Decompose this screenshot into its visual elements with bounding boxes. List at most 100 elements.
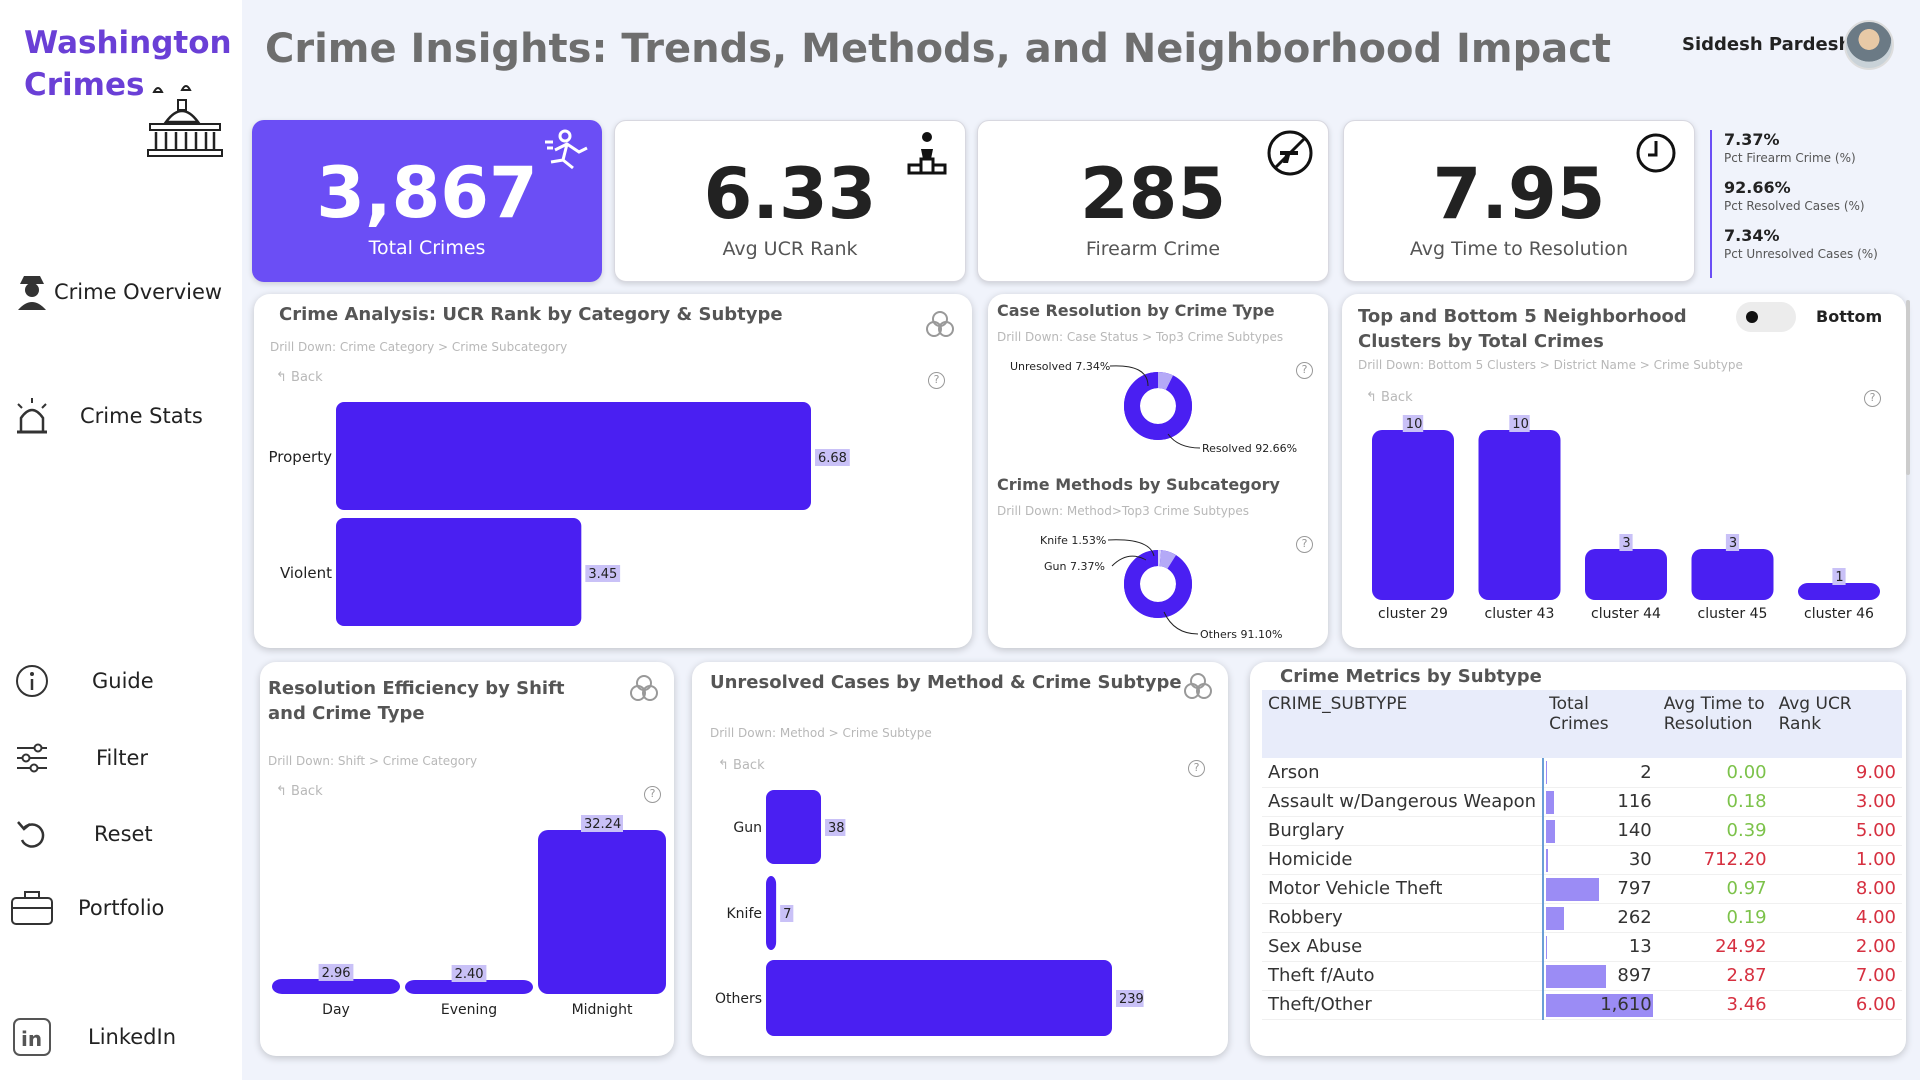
nav-portfolio[interactable]: Portfolio [10,880,238,936]
top-bottom-toggle[interactable] [1736,302,1796,332]
nav-guide-label: Guide [92,669,154,693]
nav-linkedin[interactable]: in LinkedIn [10,1009,238,1065]
nav-crime-stats[interactable]: Crime Stats [10,388,238,444]
methods-donut-slice [1124,550,1192,618]
table-row[interactable]: Homicide 30 712.20 1.00 [1262,845,1902,875]
back-button[interactable]: ↰ Back [718,758,765,773]
panel-title: Unresolved Cases by Method & Crime Subty… [710,672,1182,693]
slice-label: Resolved 92.66% [1202,442,1297,455]
table-row[interactable]: Theft f/Auto 897 2.87 7.00 [1262,961,1902,991]
clock-icon [1636,133,1676,173]
table-row[interactable]: Robbery 262 0.19 4.00 [1262,903,1902,933]
pct-value: 7.37% [1724,130,1780,149]
category-label: cluster 46 [1804,606,1874,622]
panel-title-methods: Crime Methods by Subcategory [997,475,1280,494]
bar [1798,583,1880,600]
drill-mode-icon[interactable] [628,672,660,704]
data-label: 3.45 [588,567,617,582]
cell-avg-time: 712.20 [1657,845,1773,875]
cell-total-value: 1,610 [1600,994,1652,1015]
help-icon[interactable]: ? [1296,362,1313,379]
table-row[interactable]: Sex Abuse 13 24.92 2.00 [1262,932,1902,962]
col-header-total[interactable]: Total Crimes [1543,690,1658,758]
cell-subtype: Homicide [1262,845,1544,875]
pct-value: 92.66% [1724,178,1791,197]
cell-total: 116 [1542,787,1658,817]
info-icon [10,659,54,703]
back-button[interactable]: ↰ Back [1366,390,1413,405]
data-bar [1546,848,1549,872]
panel-title: Crime Metrics by Subtype [1280,666,1542,687]
back-button[interactable]: ↰ Back [276,784,323,799]
leader-line [1167,433,1201,449]
cell-total: 797 [1542,874,1658,904]
table-row[interactable]: Arson 2 0.00 9.00 [1262,758,1902,788]
data-label: 32.24 [584,817,621,832]
help-icon[interactable]: ? [928,372,945,389]
drill-mode-icon[interactable] [924,308,956,340]
cell-total: 2 [1542,758,1658,788]
back-button[interactable]: ↰ Back [276,370,323,385]
resolution-donut-slice [1124,372,1192,440]
kpi-value: 285 [1079,153,1227,235]
nav-crime-overview[interactable]: Crime Overview [10,264,238,320]
data-label: 2.40 [455,967,484,982]
cell-total-value: 262 [1617,907,1652,928]
col-header-avg-ucr[interactable]: Avg UCR Rank [1772,690,1902,758]
col-header-avg-time[interactable]: Avg Time to Resolution [1657,690,1773,758]
table-row[interactable]: Assault w/Dangerous Weapon 116 0.18 3.00 [1262,787,1902,817]
data-bar [1546,935,1547,959]
pct-resolved: 92.66% Pct Resolved Cases (%) [1724,178,1910,226]
cell-avg-time: 0.00 [1657,758,1773,788]
data-label: 3 [1729,536,1737,551]
kpi-total-crimes: 3,867 Total Crimes [252,120,602,282]
nav-reset[interactable]: Reset [10,806,238,862]
leader-line [1111,555,1147,567]
help-icon[interactable]: ? [1296,536,1313,553]
data-label: 6.68 [818,451,847,466]
cell-total-value: 116 [1617,791,1652,812]
user-name: Siddesh Pardeshi [1682,34,1858,55]
avatar[interactable] [1844,20,1894,70]
table-row[interactable]: Motor Vehicle Theft 797 0.97 8.00 [1262,874,1902,904]
clusters-bar-chart: 10 cluster 29 10 cluster 43 3 cluster 44 3 clus… [1372,415,1880,622]
col-header-subtype[interactable]: CRIME_SUBTYPE [1262,690,1544,758]
data-label-bg [825,819,846,836]
cell-avg-ucr: 6.00 [1772,990,1902,1020]
leader-line [1109,365,1149,387]
drill-mode-icon[interactable] [1182,670,1214,702]
slice-label: Knife 1.53% [1040,534,1106,547]
data-label: 10 [1406,417,1423,432]
help-icon[interactable]: ? [1864,390,1881,407]
data-label-bg [780,905,794,922]
table-row[interactable]: Burglary 140 0.39 5.00 [1262,816,1902,846]
cell-subtype: Robbery [1262,903,1544,933]
table-row[interactable]: Theft/Other 1,610 3.46 6.00 [1262,990,1902,1020]
data-label-bg [1402,415,1424,432]
bar [1478,430,1561,600]
help-icon[interactable]: ? [1188,760,1205,777]
back-label: Back [733,758,765,773]
bar [1691,549,1774,600]
data-label-bg [1832,568,1846,585]
donut-charts: Unresolved 7.34% Resolved 92.66% Knife 1.5… [1010,360,1297,641]
bar [766,876,777,950]
scrollbar[interactable] [1906,300,1910,475]
podium-icon [907,132,947,175]
nav-filter[interactable]: Filter [10,730,238,786]
page-title: Crime Insights: Trends, Methods, and Nei… [265,26,1612,72]
alarm-siren-icon [10,394,54,438]
cell-total-value: 797 [1617,878,1652,899]
category-label: cluster 45 [1698,606,1768,622]
data-label: 7 [783,907,791,922]
nav-guide[interactable]: Guide [10,653,238,709]
help-icon[interactable]: ? [644,786,661,803]
toggle-knob[interactable] [1746,311,1758,323]
cell-avg-ucr: 1.00 [1772,845,1902,875]
data-label: 2.96 [322,966,351,981]
bar [766,960,1112,1036]
table-header-row: CRIME_SUBTYPE Total Crimes Avg Time to R… [1262,690,1902,758]
data-label-bg [1619,534,1633,551]
detective-icon [10,270,54,314]
panel-shift-efficiency: Resolution Efficiency by Shift and Crime… [260,662,674,1056]
